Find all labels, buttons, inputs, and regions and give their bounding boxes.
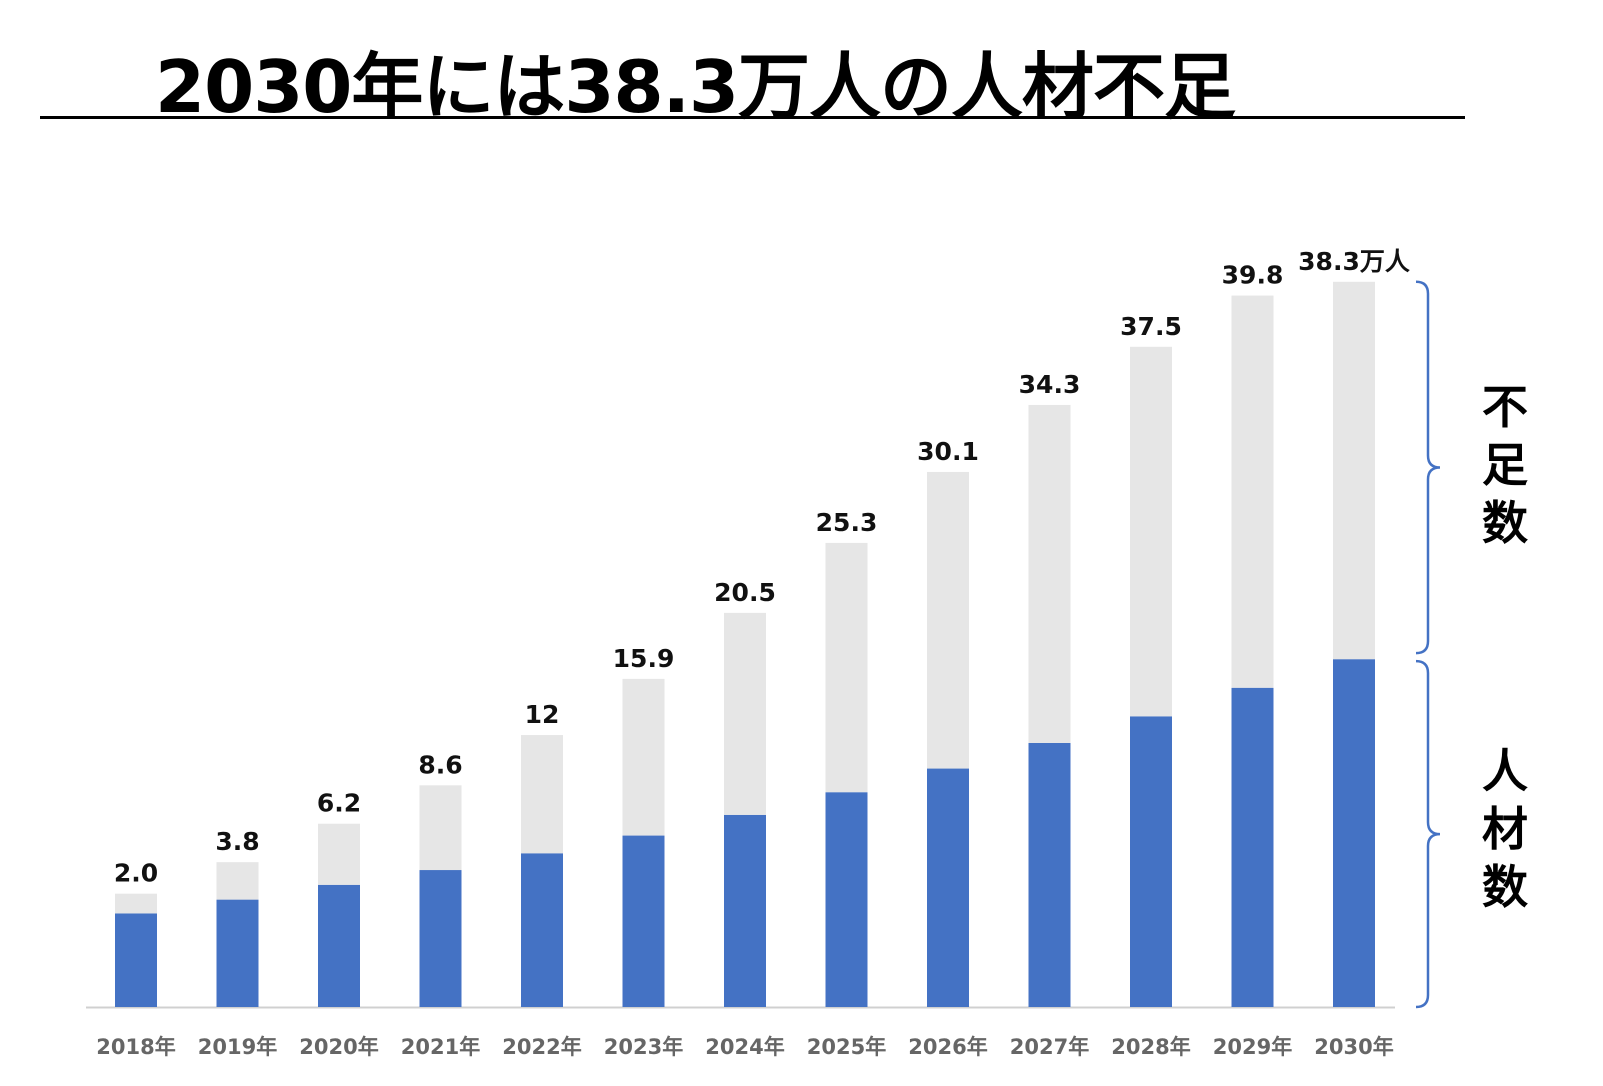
- bar-workforce-2024年: [724, 814, 766, 1007]
- data-label-2019年: 3.8: [215, 827, 259, 856]
- data-label-2027年: 34.3: [1019, 370, 1081, 399]
- bar-shortage-2021年: [419, 785, 462, 871]
- x-tick-label-2022年: 2022年: [502, 1035, 581, 1059]
- legend-label-workforce: 人材数: [1482, 744, 1528, 914]
- bar-workforce-2028年: [1130, 716, 1172, 1007]
- bar-workforce-2023年: [622, 835, 665, 1007]
- x-tick-label-2026年: 2026年: [908, 1035, 987, 1059]
- x-tick-label-2028年: 2028年: [1111, 1035, 1190, 1059]
- bar-shortage-2019年: [216, 862, 259, 900]
- brace-workforce: [1415, 659, 1441, 1009]
- x-tick-label-2024年: 2024年: [705, 1035, 784, 1059]
- x-tick-label-2021年: 2021年: [401, 1035, 480, 1059]
- bar-workforce-2030年: [1333, 659, 1375, 1007]
- data-label-2022年: 12: [525, 700, 560, 729]
- x-tick-label-2030年: 2030年: [1314, 1035, 1393, 1059]
- data-label-2023年: 15.9: [613, 644, 675, 673]
- bar-shortage-2022年: [521, 735, 563, 854]
- bar-shortage-2026年: [927, 471, 969, 769]
- bar-shortage-2023年: [622, 678, 665, 836]
- legend-label-shortage: 不足数: [1482, 380, 1528, 550]
- data-label-2029年: 39.8: [1222, 261, 1284, 290]
- bar-shortage-2029年: [1231, 295, 1274, 688]
- x-tick-label-2027年: 2027年: [1010, 1035, 1089, 1059]
- bar-workforce-2019年: [216, 899, 259, 1007]
- bar-workforce-2018年: [115, 913, 157, 1007]
- data-label-2021年: 8.6: [418, 750, 462, 779]
- x-tick-label-2029年: 2029年: [1213, 1035, 1292, 1059]
- bar-shortage-2020年: [318, 823, 360, 885]
- bar-workforce-2027年: [1028, 742, 1071, 1007]
- bar-workforce-2025年: [825, 792, 868, 1007]
- bar-workforce-2029年: [1231, 687, 1274, 1007]
- x-tick-label-2020年: 2020年: [299, 1035, 378, 1059]
- bar-shortage-2030年: [1333, 281, 1375, 660]
- bar-shortage-2024年: [724, 612, 766, 815]
- data-label-2020年: 6.2: [317, 789, 361, 818]
- data-label-2018年: 2.0: [114, 859, 158, 888]
- bar-shortage-2018年: [115, 893, 157, 914]
- bar-workforce-2021年: [419, 870, 462, 1007]
- page-title: 2030年には38.3万人の人材不足: [155, 45, 1236, 129]
- data-label-2030年: 38.3万人: [1298, 247, 1410, 276]
- x-tick-label-2023年: 2023年: [604, 1035, 683, 1059]
- x-tick-label-2019年: 2019年: [198, 1035, 277, 1059]
- data-label-2026年: 30.1: [917, 437, 979, 466]
- title-underline: [40, 116, 1465, 119]
- bar-workforce-2022年: [521, 853, 563, 1007]
- data-label-2024年: 20.5: [714, 578, 776, 607]
- x-tick-label-2025年: 2025年: [807, 1035, 886, 1059]
- x-tick-label-2018年: 2018年: [96, 1035, 175, 1059]
- data-label-2028年: 37.5: [1120, 312, 1182, 341]
- bar-shortage-2027年: [1028, 404, 1071, 743]
- brace-shortage: [1415, 280, 1441, 655]
- bar-shortage-2028年: [1130, 346, 1172, 717]
- bar-workforce-2026年: [927, 768, 969, 1007]
- data-label-2025年: 25.3: [816, 508, 878, 537]
- bar-shortage-2025年: [825, 542, 868, 793]
- bar-workforce-2020年: [318, 884, 360, 1007]
